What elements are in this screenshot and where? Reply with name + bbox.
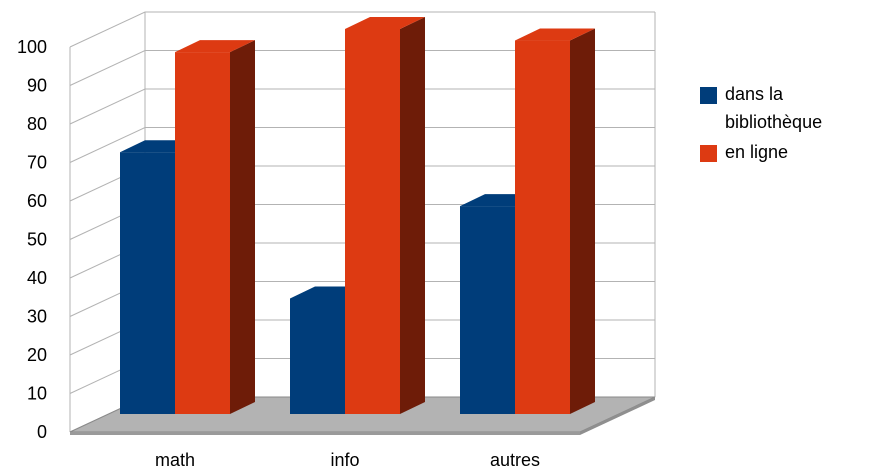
y-tick-label: 20 <box>27 345 47 365</box>
y-tick-label: 0 <box>37 422 47 442</box>
bar-top-face <box>175 40 255 53</box>
bar-math-series-2 <box>175 40 255 414</box>
y-axis-tick-labels: 0 10 20 30 40 50 60 70 80 90 100 <box>17 37 47 442</box>
y-tick-label: 30 <box>27 307 47 327</box>
legend-swatch-series-1 <box>700 87 717 104</box>
legend-item-series-1: dans la bibliothèque <box>700 84 875 136</box>
x-category-label: info <box>330 450 359 469</box>
bar-side-face <box>230 40 255 414</box>
bar-front-face <box>515 40 570 415</box>
x-axis-category-labels: math info autres <box>155 450 540 469</box>
gridline <box>69 11 655 48</box>
bar-top-face <box>345 17 425 29</box>
bar-top-face <box>515 28 595 41</box>
bar-autres-series-2 <box>515 28 595 415</box>
bars <box>120 17 595 415</box>
bar-front-face <box>120 152 175 414</box>
y-tick-label: 10 <box>27 384 47 404</box>
floor-front-edge <box>70 432 580 435</box>
gridline <box>69 50 655 86</box>
y-tick-label: 50 <box>27 230 47 250</box>
bar-front-face <box>175 52 230 414</box>
bar-front-face <box>460 206 515 414</box>
gridline <box>69 127 655 163</box>
floor-side-edge <box>580 397 655 435</box>
legend-label-series-2: en ligne <box>725 142 789 162</box>
bar-info-series-2 <box>345 17 425 414</box>
legend-label-series-1: dans la bibliothèque <box>725 84 823 132</box>
x-category-label: math <box>155 450 195 469</box>
bar-front-face <box>345 29 400 414</box>
y-tick-label: 40 <box>27 268 47 288</box>
x-category-label: autres <box>490 450 540 469</box>
bar-side-face <box>400 17 425 414</box>
y-tick-label: 80 <box>27 114 47 134</box>
legend-item-series-2: en ligne <box>700 142 875 166</box>
legend: dans la bibliothèque en ligne <box>700 84 875 172</box>
y-tick-label: 100 <box>17 37 47 57</box>
gridline <box>69 88 655 125</box>
y-tick-label: 60 <box>27 191 47 211</box>
bar-side-face <box>570 28 595 415</box>
legend-swatch-series-2 <box>700 145 717 162</box>
y-tick-label: 70 <box>27 153 47 173</box>
y-tick-label: 90 <box>27 76 47 96</box>
bar-front-face <box>290 298 345 414</box>
